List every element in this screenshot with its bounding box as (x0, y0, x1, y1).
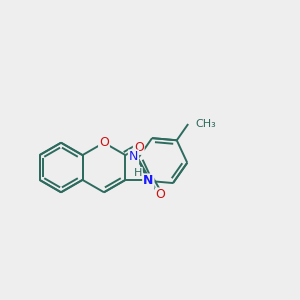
Text: O: O (134, 141, 144, 154)
Text: H: H (134, 168, 142, 178)
Text: N: N (129, 151, 138, 164)
Text: N: N (143, 174, 154, 188)
Text: O: O (156, 188, 166, 201)
Text: O: O (99, 136, 109, 149)
Text: CH₃: CH₃ (195, 119, 216, 129)
